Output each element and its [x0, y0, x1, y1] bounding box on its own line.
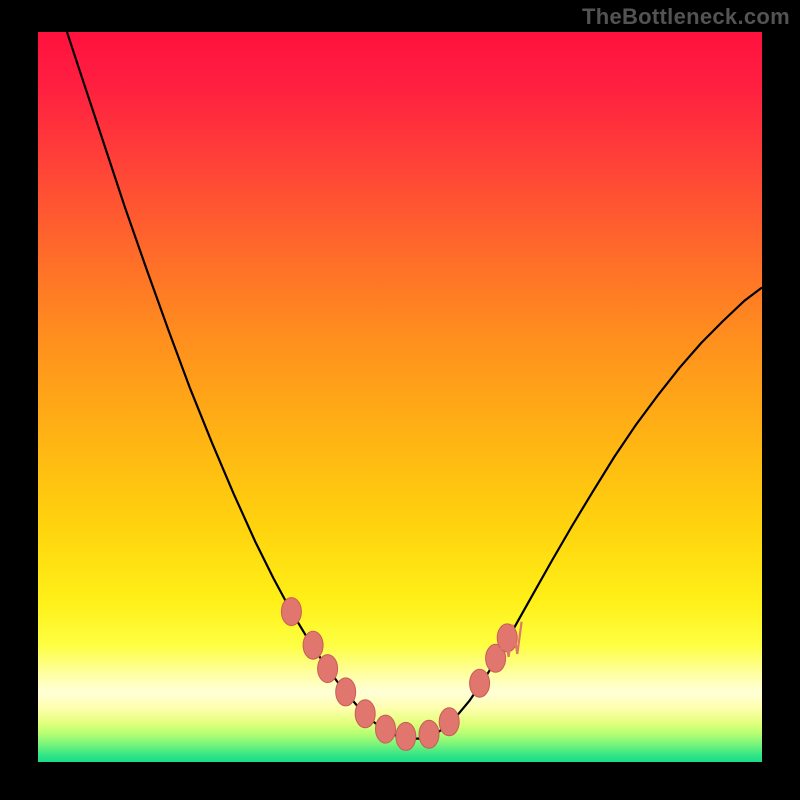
data-marker [419, 720, 439, 748]
stage: TheBottleneck.com [0, 0, 800, 800]
data-marker [439, 708, 459, 736]
data-marker [336, 678, 356, 706]
curve-markers [38, 32, 762, 762]
data-marker [396, 722, 416, 750]
data-marker [355, 700, 375, 728]
data-marker [303, 631, 323, 659]
data-marker [470, 669, 490, 697]
watermark-text: TheBottleneck.com [582, 4, 790, 30]
data-marker [281, 598, 301, 626]
data-marker [318, 655, 338, 683]
data-marker [376, 715, 396, 743]
